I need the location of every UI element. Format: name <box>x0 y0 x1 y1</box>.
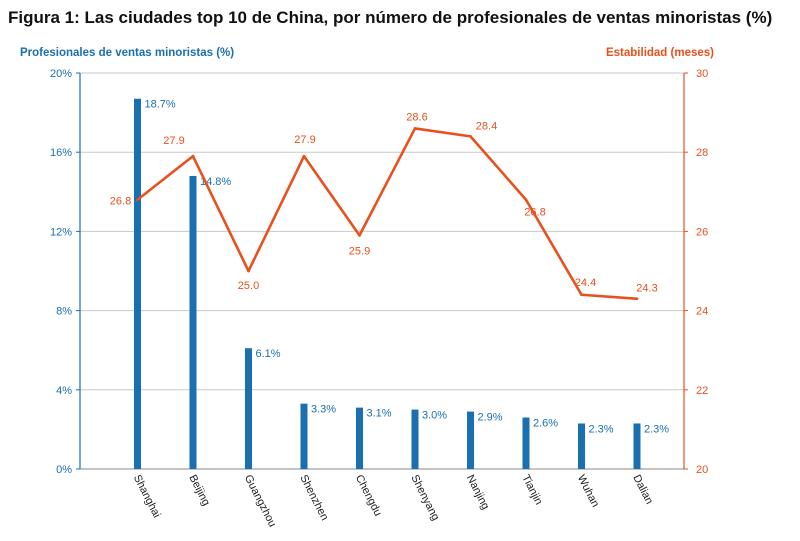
line-label-shenzhen: 27.9 <box>294 134 315 146</box>
category-label-wuhan: Wuhan <box>575 473 601 509</box>
bar-chengdu <box>356 407 363 469</box>
category-label-nanjing: Nanjing <box>464 473 492 512</box>
bar-label-chengdu: 3.1% <box>367 408 392 420</box>
right-tick-label-4: 28 <box>696 147 708 159</box>
line-point-shenyang <box>413 127 417 130</box>
bar-label-tianjin: 2.6% <box>533 418 558 430</box>
category-label-shenzhen: Shenzhen <box>297 473 330 523</box>
left-tick-label-1: 4% <box>56 385 72 397</box>
line-point-dalian <box>635 297 639 301</box>
category-label-chengdu: Chengdu <box>353 473 384 518</box>
line-point-nanjing <box>469 135 472 138</box>
category-label-dalian: Dalian <box>630 473 655 506</box>
bar-label-guangzhou: 6.1% <box>256 348 281 360</box>
category-label-guangzhou: Guangzhou <box>242 473 279 529</box>
line-point-wuhan <box>580 293 583 297</box>
left-axis-label: Profesionales de ventas minoristas (%) <box>20 47 235 59</box>
right-tick-label-2: 24 <box>696 306 708 318</box>
line-label-tianjin: 26.8 <box>524 207 545 219</box>
line-point-chengdu <box>358 234 361 237</box>
line-label-nanjing: 28.4 <box>476 120 497 132</box>
line-label-wuhan: 24.4 <box>575 277 596 289</box>
line-point-guangzhou <box>247 269 250 273</box>
left-tick-label-5: 20% <box>50 68 72 80</box>
bar-shanghai <box>134 98 141 470</box>
bar-tianjin <box>522 417 530 469</box>
bar-shenyang <box>411 409 419 469</box>
bar-label-wuhan: 2.3% <box>589 423 614 435</box>
left-tick-label-4: 16% <box>50 147 72 159</box>
line-label-dalian: 24.3 <box>636 283 657 295</box>
category-label-shenyang: Shenyang <box>408 473 441 523</box>
line-label-shanghai: 26.8 <box>110 196 131 208</box>
line-point-tianjin <box>524 198 528 202</box>
left-tick-label-3: 12% <box>50 226 72 238</box>
line-point-beijing <box>191 154 195 158</box>
bar-wuhan <box>578 423 585 469</box>
line-label-shenyang: 28.6 <box>406 111 427 123</box>
bar-label-shanghai: 18.7% <box>145 99 176 111</box>
left-tick-label-0: 0% <box>56 464 72 476</box>
category-label-beijing: Beijing <box>186 473 212 508</box>
bar-label-shenzhen: 3.3% <box>311 404 336 416</box>
right-tick-label-1: 22 <box>696 385 708 397</box>
category-label-shanghai: Shanghai <box>131 473 163 520</box>
right-tick-label-5: 30 <box>696 68 708 80</box>
bar-beijing <box>189 175 197 469</box>
line-label-beijing: 27.9 <box>163 135 184 147</box>
right-tick-label-0: 20 <box>696 464 708 476</box>
bar-nanjing <box>467 411 474 469</box>
bar-label-dalian: 2.3% <box>644 423 669 435</box>
bar-dalian <box>633 423 641 469</box>
line-point-shanghai <box>136 198 139 202</box>
bar-guangzhou <box>245 348 252 469</box>
right-tick-label-3: 26 <box>696 226 708 238</box>
bar-shenzhen <box>300 403 308 469</box>
line-point-shenzhen <box>302 154 306 158</box>
category-label-tianjin: Tianjin <box>519 473 544 507</box>
chart-title: Figura 1: Las ciudades top 10 de China, … <box>8 8 773 27</box>
line-label-chengdu: 25.9 <box>349 245 370 257</box>
bar-label-nanjing: 2.9% <box>478 412 503 424</box>
stability-line <box>136 127 638 301</box>
line-label-guangzhou: 25.0 <box>238 280 259 292</box>
right-axis-label: Estabilidad (meses) <box>605 47 714 59</box>
left-tick-label-2: 8% <box>56 306 72 318</box>
bar-label-shenyang: 3.0% <box>422 410 447 422</box>
